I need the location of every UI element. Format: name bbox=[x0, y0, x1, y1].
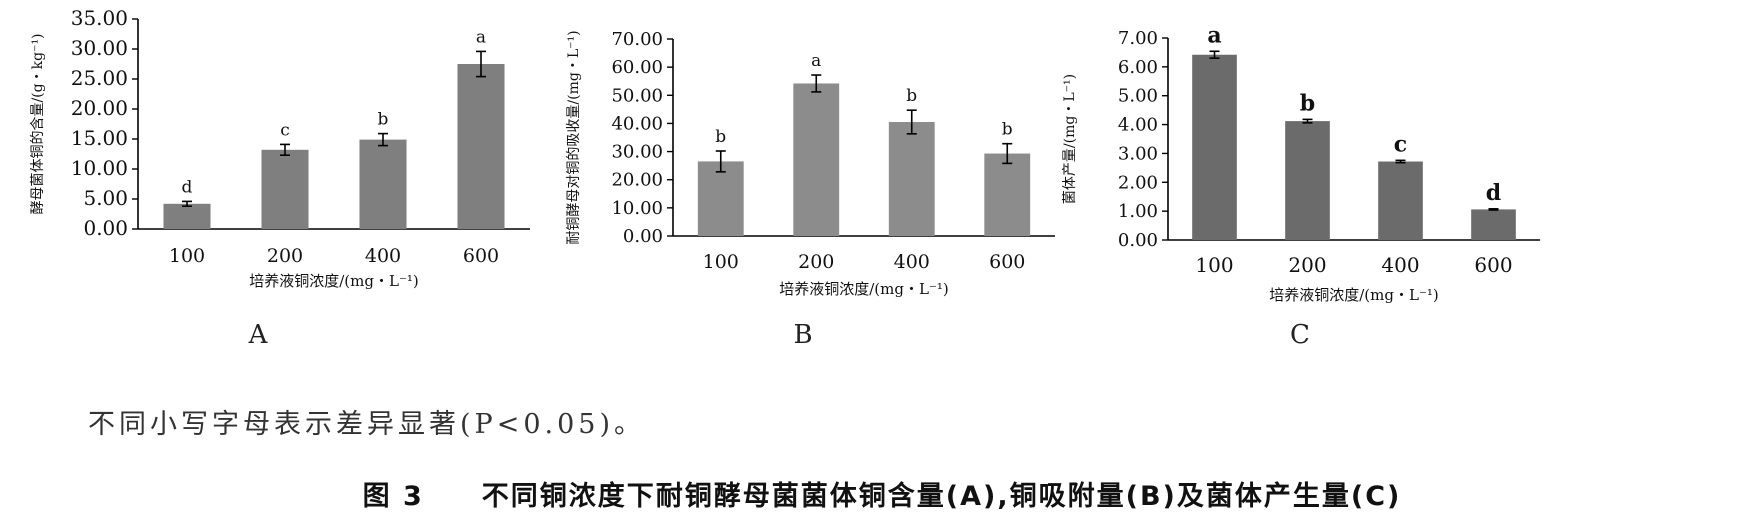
significance-label: b bbox=[715, 127, 726, 147]
x-axis-title: 培养液铜浓度/(mg・L⁻¹) bbox=[1269, 286, 1438, 304]
y-tick-label: 15.00 bbox=[71, 126, 128, 150]
significance-note: 不同小写字母表示差异显著(P<0.05)。 bbox=[88, 409, 645, 440]
y-axis-title: 酵母菌体铜的含量/(g・kg⁻¹) bbox=[30, 33, 46, 214]
bar bbox=[984, 153, 1031, 236]
x-tick-label: 600 bbox=[1474, 253, 1512, 277]
panel-label: C bbox=[1290, 320, 1310, 350]
bar bbox=[1192, 54, 1237, 240]
caption-text: 不同铜浓度下耐铜酵母菌菌体铜含量(A),铜吸附量(B)及菌体产生量(C) bbox=[481, 481, 1402, 512]
x-tick-label: 200 bbox=[1288, 253, 1326, 277]
x-tick-label: 400 bbox=[1381, 253, 1419, 277]
y-tick-label: 30.00 bbox=[71, 36, 128, 60]
y-tick-label: 50.00 bbox=[611, 85, 663, 106]
bar bbox=[1285, 121, 1330, 240]
bar bbox=[1471, 209, 1516, 240]
bar bbox=[261, 149, 309, 229]
chart-panel-a: 0.00 5.00 10.00 15.00 20.00 25.00 30.00 35.00 d 1… bbox=[30, 6, 530, 350]
significance-label: a bbox=[811, 51, 821, 71]
y-axis-title: 耐铜酵母对铜的吸收量/(mg・L⁻¹) bbox=[566, 30, 582, 244]
x-tick-label: 400 bbox=[894, 251, 930, 273]
y-tick-label: 10.00 bbox=[611, 198, 663, 219]
y-tick-label: 0.00 bbox=[83, 216, 128, 240]
y-tick-label: 6.00 bbox=[1118, 57, 1158, 78]
y-axis-title: 菌体产量/(mg・L⁻¹) bbox=[1062, 74, 1078, 204]
significance-label: c bbox=[280, 120, 290, 140]
chart-panel-c: 0.00 1.00 2.00 3.00 4.00 5.00 6.00 7.00 a 100 b 200… bbox=[1062, 22, 1540, 350]
x-tick-label: 600 bbox=[463, 245, 499, 267]
y-tick-label: 25.00 bbox=[71, 66, 128, 90]
y-tick-label: 60.00 bbox=[611, 57, 663, 78]
y-tick-label: 20.00 bbox=[611, 170, 663, 191]
x-tick-label: 600 bbox=[989, 251, 1025, 273]
panel-label: A bbox=[248, 320, 269, 350]
bar bbox=[457, 64, 505, 229]
significance-label: b bbox=[378, 110, 389, 130]
significance-label: b bbox=[1002, 120, 1013, 140]
y-tick-label: 70.00 bbox=[611, 29, 663, 50]
y-tick-label: 4.00 bbox=[1118, 115, 1158, 136]
significance-label: d bbox=[1486, 180, 1501, 206]
significance-label: a bbox=[1207, 22, 1221, 48]
bar bbox=[359, 139, 407, 229]
caption-number: 图 3 bbox=[362, 481, 424, 512]
y-tick-label: 35.00 bbox=[71, 6, 128, 30]
significance-label: b bbox=[906, 86, 917, 106]
y-tick-label: 1.00 bbox=[1118, 201, 1158, 222]
significance-label: a bbox=[476, 27, 486, 47]
y-tick-label: 20.00 bbox=[71, 96, 128, 120]
bar bbox=[888, 122, 935, 236]
x-tick-label: 400 bbox=[365, 245, 401, 267]
y-tick-label: 30.00 bbox=[611, 142, 663, 163]
x-axis-title: 培养液铜浓度/(mg・L⁻¹) bbox=[779, 280, 948, 298]
x-axis-title: 培养液铜浓度/(mg・L⁻¹) bbox=[249, 272, 418, 290]
y-tick-label: 3.00 bbox=[1118, 143, 1158, 164]
y-tick-label: 7.00 bbox=[1118, 28, 1158, 49]
x-tick-label: 100 bbox=[1195, 253, 1233, 277]
y-tick-label: 2.00 bbox=[1118, 172, 1158, 193]
x-tick-label: 200 bbox=[267, 245, 303, 267]
bar bbox=[793, 83, 840, 236]
figure-caption: 图 3 不同铜浓度下耐铜酵母菌菌体铜含量(A),铜吸附量(B)及菌体产生量(C) bbox=[0, 474, 1764, 513]
y-tick-label: 10.00 bbox=[71, 156, 128, 180]
significance-label: b bbox=[1300, 90, 1315, 116]
bar bbox=[1378, 161, 1423, 240]
x-tick-label: 200 bbox=[798, 251, 834, 273]
y-tick-label: 0.00 bbox=[623, 226, 663, 247]
significance-label: d bbox=[182, 177, 193, 197]
bar bbox=[163, 203, 211, 229]
x-tick-label: 100 bbox=[703, 251, 739, 273]
y-tick-label: 5.00 bbox=[1118, 86, 1158, 107]
bar bbox=[697, 161, 744, 236]
panel-label: B bbox=[793, 320, 812, 350]
y-tick-label: 40.00 bbox=[611, 113, 663, 134]
y-tick-label: 0.00 bbox=[1118, 230, 1158, 251]
chart-panel-b: 0.00 10.00 20.00 30.00 40.00 50.00 60.00 70.00 b… bbox=[566, 29, 1055, 350]
significance-label: c bbox=[1394, 131, 1407, 157]
y-tick-label: 5.00 bbox=[83, 186, 128, 210]
x-tick-label: 100 bbox=[169, 245, 205, 267]
